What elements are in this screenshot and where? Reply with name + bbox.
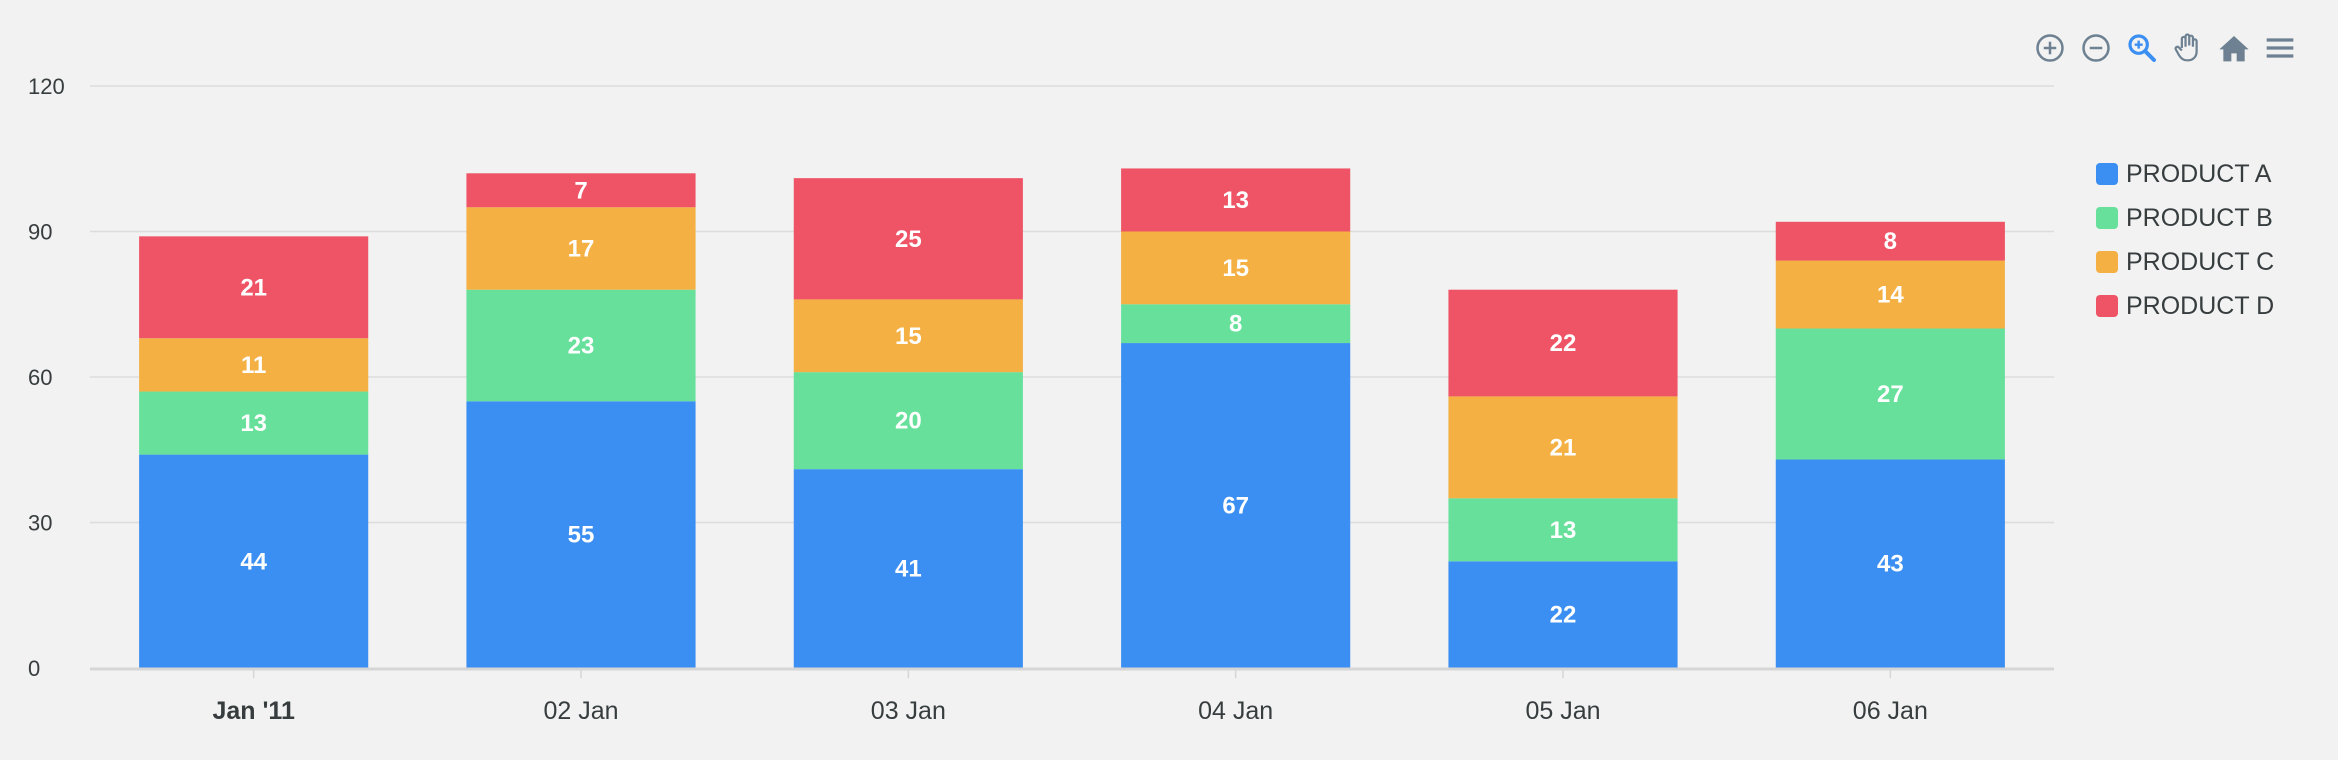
data-label: 21 — [240, 274, 267, 301]
y-axis-ticks: 0 30 60 90 120 — [28, 74, 65, 681]
data-label: 25 — [895, 226, 922, 253]
bar-segment[interactable] — [466, 207, 696, 290]
data-label: 41 — [895, 556, 922, 583]
chart-toolbar — [2032, 30, 2298, 66]
bar-segment[interactable] — [1121, 343, 1351, 668]
legend-label: PRODUCT B — [2126, 203, 2273, 232]
data-label: 8 — [1884, 228, 1897, 255]
y-tick-label: 120 — [28, 74, 65, 99]
grid-lines — [90, 85, 2054, 524]
bar-segment[interactable] — [1775, 260, 2005, 329]
legend-marker — [2096, 295, 2118, 317]
data-label: 17 — [568, 235, 595, 262]
legend-marker — [2096, 207, 2118, 229]
legend-label: PRODUCT C — [2126, 247, 2275, 276]
bar-segment[interactable] — [1448, 289, 1678, 397]
bar-segment[interactable] — [139, 338, 369, 392]
bar-segment[interactable] — [1448, 561, 1678, 668]
bar-segment[interactable] — [1775, 459, 2005, 668]
menu-icon[interactable] — [2262, 30, 2298, 66]
data-label: 23 — [568, 332, 595, 359]
data-label: 20 — [895, 408, 922, 435]
pan-icon[interactable] — [2170, 30, 2206, 66]
bar-segment[interactable] — [1121, 304, 1351, 344]
bar-segment[interactable] — [793, 469, 1023, 668]
data-label: 55 — [568, 522, 595, 549]
data-label: 14 — [1877, 282, 1904, 309]
data-label: 11 — [241, 352, 266, 379]
legend-item[interactable]: PRODUCT D — [2096, 284, 2274, 328]
data-label: 15 — [1222, 255, 1249, 282]
bar-segment[interactable] — [466, 173, 696, 208]
data-label: 43 — [1877, 551, 1904, 578]
x-tick-label: 03 Jan — [871, 697, 946, 725]
data-label: 13 — [1550, 517, 1577, 544]
home-icon[interactable] — [2216, 30, 2252, 66]
data-label: 67 — [1222, 493, 1249, 520]
bar-segment[interactable] — [139, 454, 369, 668]
bar-segment[interactable] — [793, 178, 1023, 300]
bar-segment[interactable] — [139, 391, 369, 455]
bar-segment[interactable] — [466, 401, 696, 668]
legend-marker — [2096, 163, 2118, 185]
bar-segment[interactable] — [793, 372, 1023, 470]
bar-segment[interactable] — [466, 289, 696, 402]
legend-marker — [2096, 251, 2118, 273]
y-tick-label: 90 — [28, 220, 52, 245]
bar-segment[interactable] — [1775, 221, 2005, 261]
data-label: 7 — [574, 177, 587, 204]
y-tick-label: 0 — [28, 656, 40, 681]
data-label: 27 — [1877, 381, 1904, 408]
x-tick-label: 05 Jan — [1525, 697, 1600, 725]
legend: PRODUCT A PRODUCT B PRODUCT C PRODUCT D — [2096, 152, 2274, 328]
data-label: 13 — [240, 410, 267, 437]
legend-item[interactable]: PRODUCT A — [2096, 152, 2274, 196]
data-label: 15 — [895, 323, 922, 350]
y-tick-label: 60 — [28, 365, 52, 390]
bars — [139, 168, 2005, 668]
data-labels: 44 13 11 21 55 23 17 7 41 20 15 25 67 8 15 13 22 13 21 22 43… — [240, 177, 1904, 628]
bar-segment[interactable] — [139, 236, 369, 339]
legend-label: PRODUCT D — [2126, 291, 2275, 320]
legend-item[interactable]: PRODUCT B — [2096, 196, 2274, 240]
x-axis: Jan '11 02 Jan 03 Jan 04 Jan 05 Jan 06 Jan — [90, 667, 2054, 725]
data-label: 22 — [1550, 330, 1577, 357]
data-label: 21 — [1550, 434, 1577, 461]
selection-zoom-icon[interactable] — [2124, 30, 2160, 66]
data-label: 8 — [1229, 311, 1242, 338]
legend-label: PRODUCT A — [2126, 159, 2272, 188]
zoom-out-icon[interactable] — [2078, 30, 2114, 66]
bar-segment[interactable] — [793, 299, 1023, 373]
x-tick-label: 02 Jan — [543, 697, 618, 725]
data-label: 44 — [240, 548, 267, 575]
x-tick-label: 06 Jan — [1853, 697, 1928, 725]
bar-segment[interactable] — [1448, 396, 1678, 499]
bar-segment[interactable] — [1775, 328, 2005, 460]
x-tick-label: 04 Jan — [1198, 697, 1273, 725]
x-tick-label: Jan '11 — [212, 697, 294, 725]
legend-item[interactable]: PRODUCT C — [2096, 240, 2274, 284]
bar-segment[interactable] — [1448, 498, 1678, 562]
bar-segment[interactable] — [1121, 168, 1351, 232]
zoom-in-icon[interactable] — [2032, 30, 2068, 66]
y-tick-label: 30 — [28, 511, 52, 536]
bar-segment[interactable] — [1121, 231, 1351, 305]
data-label: 13 — [1222, 187, 1249, 214]
data-label: 22 — [1550, 602, 1577, 629]
